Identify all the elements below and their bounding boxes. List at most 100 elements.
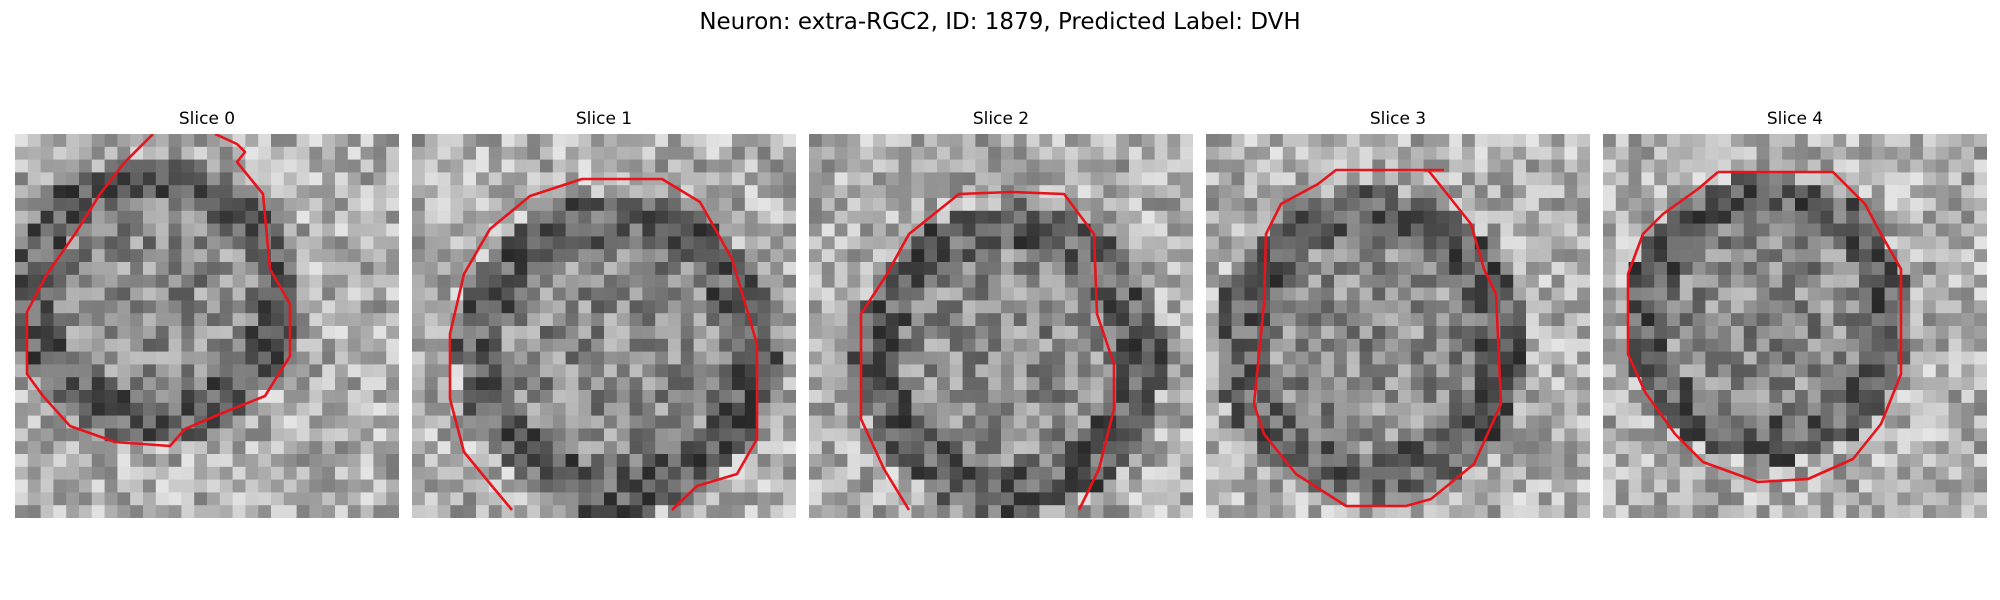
pixel [706, 300, 720, 314]
pixel [194, 402, 208, 417]
pixel [1231, 390, 1245, 404]
pixel [962, 249, 976, 263]
pixel [770, 300, 784, 314]
pixel [757, 479, 771, 493]
pixel [924, 172, 938, 186]
pixel [1807, 338, 1822, 353]
pixel [1231, 454, 1245, 468]
pixel [66, 185, 80, 199]
pixel [1923, 466, 1937, 481]
pixel [668, 466, 682, 481]
pixel [258, 441, 272, 455]
pixel [629, 492, 643, 506]
pixel [40, 338, 54, 353]
pixel [232, 287, 246, 301]
pixel [552, 326, 567, 340]
pixel [1948, 390, 1962, 404]
pixel [283, 428, 298, 442]
pixel [1270, 262, 1284, 276]
pixel [924, 402, 938, 417]
pixel [604, 287, 618, 301]
pixel [1667, 274, 1681, 289]
pixel [450, 492, 464, 506]
pixel [591, 441, 605, 455]
pixel [1001, 262, 1015, 276]
pixel [1474, 479, 1489, 493]
pixel [27, 351, 42, 365]
pixel [847, 338, 861, 353]
pixel [1859, 415, 1873, 429]
pixel [565, 479, 579, 493]
pixel [117, 428, 131, 442]
pixel [1513, 159, 1527, 173]
pixel [527, 441, 541, 455]
pixel [1295, 441, 1309, 455]
pixel [1513, 185, 1527, 199]
pixel [937, 262, 951, 276]
pixel [1974, 313, 1987, 327]
pixel [476, 249, 490, 263]
pixel [847, 249, 861, 263]
pixel [168, 364, 182, 378]
pixel [1257, 313, 1271, 327]
pixel [360, 479, 374, 493]
pixel [1372, 172, 1386, 186]
pixel [1180, 274, 1193, 289]
pixel [1474, 210, 1489, 225]
pixel [1423, 338, 1437, 353]
pixel [898, 402, 912, 417]
pixel [1871, 351, 1886, 365]
pixel [1577, 505, 1590, 518]
pixel [1141, 402, 1156, 417]
pixel [1423, 300, 1437, 314]
pixel [1846, 326, 1860, 340]
pixel [1910, 415, 1924, 429]
pixel [1398, 454, 1412, 468]
pixel [680, 492, 695, 506]
pixel [488, 338, 503, 353]
pixel [1705, 415, 1719, 429]
pixel [578, 338, 592, 353]
pixel [1551, 479, 1565, 493]
pixel [322, 415, 336, 429]
pixel [988, 172, 1002, 186]
pixel [578, 159, 592, 173]
pixel [1603, 351, 1617, 365]
pixel [1334, 505, 1348, 518]
pixel [1756, 300, 1770, 314]
pixel [1718, 428, 1732, 442]
pixel [1769, 262, 1783, 276]
pixel [1001, 428, 1015, 442]
pixel [104, 364, 118, 378]
pixel [66, 390, 80, 404]
pixel [91, 287, 106, 301]
pixel [744, 210, 759, 225]
pixel [527, 364, 541, 378]
pixel [1385, 415, 1399, 429]
pixel [1308, 505, 1322, 518]
pixel [1231, 210, 1245, 225]
pixel [1116, 210, 1130, 225]
pixel [1731, 479, 1745, 493]
pixel [1436, 454, 1450, 468]
pixel [591, 338, 605, 353]
pixel [860, 338, 874, 353]
pixel [1013, 134, 1028, 148]
pixel [1769, 377, 1783, 391]
pixel [591, 287, 605, 301]
pixel [1462, 415, 1476, 429]
pixel [130, 262, 144, 276]
pixel [604, 185, 618, 199]
pixel [1603, 287, 1617, 301]
pixel [1718, 159, 1732, 173]
pixel [1551, 402, 1565, 417]
pixel [668, 249, 682, 263]
pixel [834, 236, 848, 250]
pixel [104, 300, 118, 314]
pixel [540, 159, 554, 173]
pixel [1667, 185, 1681, 199]
pixel [232, 236, 246, 250]
pixel [309, 287, 323, 301]
pixel [616, 159, 631, 173]
pixel [501, 313, 515, 327]
